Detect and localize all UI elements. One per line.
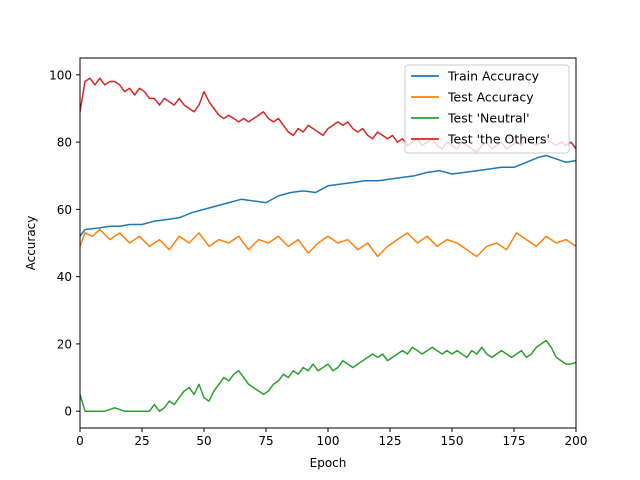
x-tick-label: 200: [565, 434, 588, 448]
x-axis-label: Epoch: [310, 456, 347, 470]
y-tick-label: 60: [57, 203, 72, 217]
series-line-1: [80, 154, 576, 237]
legend: Train Accuracy Test Accuracy Test 'Neutral…: [404, 64, 570, 154]
y-tick-label: 0: [64, 405, 72, 419]
x-tick-label: 125: [379, 434, 402, 448]
x-tick-label: 25: [134, 434, 149, 448]
y-axis: 0 20 40 60 80 100: [49, 68, 80, 419]
series-line-2: [80, 228, 576, 258]
legend-label-3: Test 'Neutral': [447, 111, 530, 126]
legend-label-1: Train Accuracy: [447, 69, 540, 84]
y-tick-label: 100: [49, 68, 72, 82]
x-tick-label: 0: [76, 434, 84, 448]
y-tick-label: 40: [57, 270, 72, 284]
y-tick-label: 20: [57, 337, 72, 351]
x-tick-label: 150: [441, 434, 464, 448]
legend-label-4: Test 'the Others': [447, 132, 550, 147]
x-axis: 0 25 50 75 100 125 150 175 200: [76, 428, 587, 448]
x-tick-label: 50: [196, 434, 211, 448]
x-tick-label: 75: [258, 434, 273, 448]
x-tick-label: 100: [317, 434, 340, 448]
x-tick-label: 175: [503, 434, 526, 448]
y-axis-label: Accuracy: [24, 216, 38, 271]
legend-label-2: Test Accuracy: [447, 90, 534, 105]
series-line-3: [80, 339, 576, 412]
legend-box: [404, 64, 570, 154]
y-tick-label: 80: [57, 136, 72, 150]
